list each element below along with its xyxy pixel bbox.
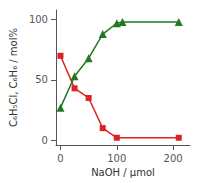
svg-text:0: 0 (57, 153, 63, 164)
svg-text:100: 100 (29, 14, 48, 25)
svg-text:50: 50 (35, 74, 48, 85)
svg-text:0: 0 (42, 135, 48, 146)
svg-text:C₆H₅Cl, C₆H₆ / mol%: C₆H₅Cl, C₆H₆ / mol% (8, 28, 19, 127)
svg-text:200: 200 (164, 153, 183, 164)
svg-text:100: 100 (107, 153, 126, 164)
svg-text:NaOH / μmol: NaOH / μmol (91, 167, 155, 178)
